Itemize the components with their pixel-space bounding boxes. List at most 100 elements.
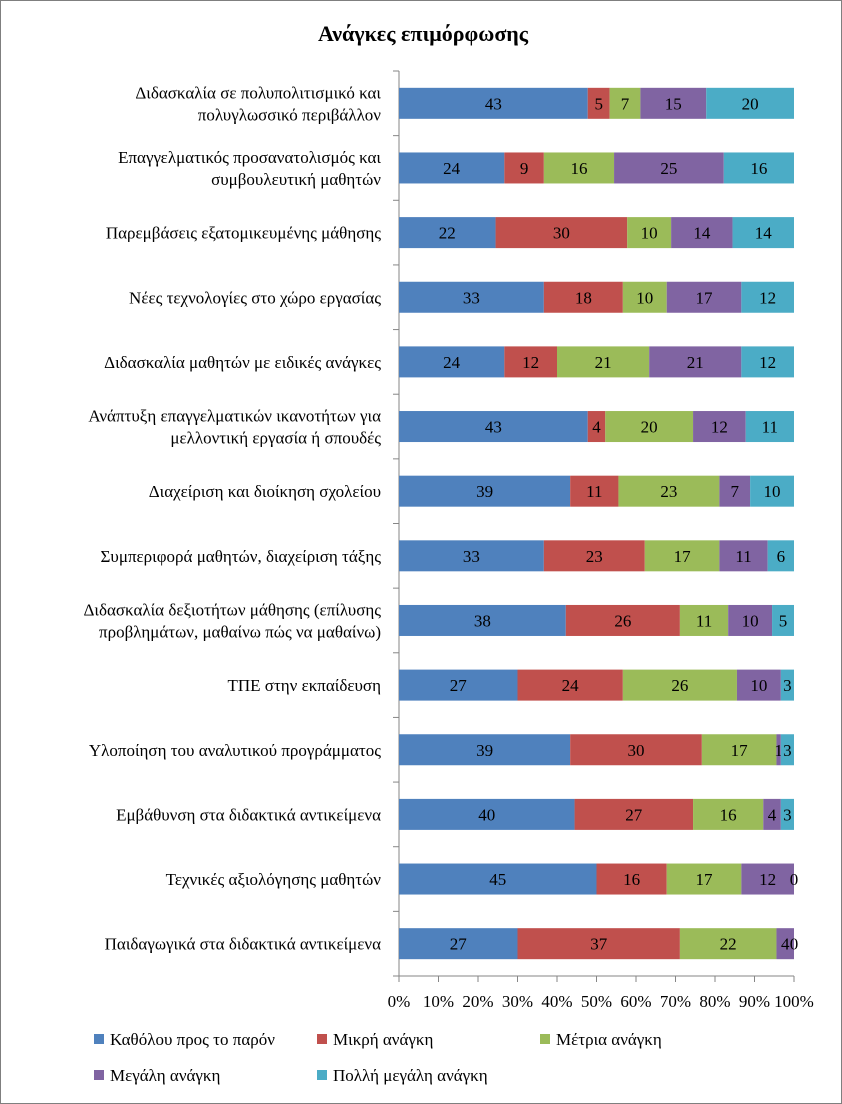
data-label: 26 [614,611,631,630]
bar-segment [767,540,794,572]
data-label: 6 [777,547,786,566]
x-tick-label: 0% [388,992,411,1011]
bar-segment [399,411,588,443]
bar-segment [719,475,751,507]
category-labels: Διδασκαλία σε πολυπολιτισμικό και πολυγλω… [83,83,381,953]
category-label: Εμβάθυνση στα διδακτικά αντικείμενα [116,805,381,824]
data-label: 0 [790,870,799,889]
bar-segment [399,798,575,830]
bar-segment [557,346,650,378]
bar-segment [399,475,571,507]
data-label: 30 [553,224,570,243]
data-label: 3 [783,741,792,760]
data-label: 20 [641,418,658,437]
data-label: 10 [742,611,759,630]
bar-segment [504,152,544,184]
data-label: 23 [586,547,603,566]
data-label: 4 [781,935,790,954]
category-label: Συμπεριφορά μαθητών, διαχείριση τάξης [101,547,382,566]
data-label: 18 [575,288,592,307]
bar-segment [741,863,794,895]
data-label: 27 [450,676,468,695]
data-label: 5 [594,94,603,113]
bar-segment [570,475,619,507]
data-label: 12 [759,870,776,889]
data-label: 33 [463,288,480,307]
bar-segment [517,669,623,701]
bar-segment [399,734,571,766]
data-label: 17 [696,288,714,307]
chart-title: Ανάγκες επιμόρφωσης [318,21,529,46]
data-label: 10 [641,224,658,243]
bar-segment [543,281,623,313]
bar-segment [596,863,667,895]
bar-segment [399,669,518,701]
bar-segment [741,281,794,313]
legend-swatch [317,1070,327,1080]
bar-segment [570,734,702,766]
legend-label: Καθόλου προς το παρόν [110,1030,275,1049]
bar-segment [679,928,777,960]
data-label: 4 [592,418,601,437]
data-label: 12 [759,288,776,307]
data-label: 11 [762,418,778,437]
bar-segment [719,540,768,572]
category-label: Διαχείριση και διοίκηση σχολείου [149,482,381,501]
bar-segment [399,87,588,119]
data-label: 7 [731,482,740,501]
data-label: 39 [476,741,493,760]
chart-legend: Καθόλου προς το παρόν Μικρή ανάγκη Μέτρια … [94,1030,662,1085]
category-label: Υλοποίηση του αναλυτικού προγράμματος [89,741,381,760]
category-label: συμβουλευτική μαθητών [211,170,381,189]
data-label: 5 [779,611,788,630]
data-label: 1 [774,741,783,760]
bar-segment [622,281,667,313]
data-label: 17 [696,870,714,889]
data-label: 11 [696,611,712,630]
bar-segment [543,152,615,184]
bar-segment [587,411,606,443]
data-label: 12 [759,353,776,372]
data-label: 27 [625,805,643,824]
bar-segment [723,152,794,184]
data-label: 3 [783,805,792,824]
bar-segment [776,734,781,766]
category-label: Τεχνικές αξιολόγησης μαθητών [166,870,382,889]
bar-segment [679,604,729,636]
data-label: 21 [595,353,612,372]
bar-segment [780,669,794,701]
bar-segment [640,87,707,119]
data-label: 16 [623,870,640,889]
bar-segment [741,346,794,378]
data-label: 16 [750,159,767,178]
data-label: 24 [443,353,461,372]
bar-segment [399,604,566,636]
legend-label: Μικρή ανάγκη [333,1030,433,1049]
bar-segment [622,669,737,701]
x-tick-label: 20% [462,992,493,1011]
data-label: 11 [735,547,751,566]
legend-swatch [540,1034,550,1044]
category-label: Ανάπτυξη επαγγελματικών ικανοτήτων για [88,407,381,426]
data-label: 39 [476,482,493,501]
legend-label: Πολλή μεγάλη ανάγκη [333,1066,488,1085]
category-label: προβλημάτων, μαθαίνω πώς να μαθαίνω) [99,622,381,641]
bar-segment [543,540,645,572]
bar-segment [399,152,505,184]
bar-segment [399,217,496,249]
bar-segment [745,411,794,443]
data-label: 17 [731,741,749,760]
bar-segment [587,87,610,119]
chart-axes [393,70,795,982]
bar-segment [666,281,742,313]
data-label: 38 [474,611,491,630]
x-tick-label: 60% [620,992,651,1011]
bar-segment [780,798,794,830]
bar-segment [399,346,505,378]
bar-segment [671,217,733,249]
data-label: 24 [443,159,461,178]
data-label: 14 [693,224,711,243]
bar-segment [736,669,781,701]
legend-label: Μέτρια ανάγκη [556,1030,662,1049]
data-label: 3 [783,676,792,695]
